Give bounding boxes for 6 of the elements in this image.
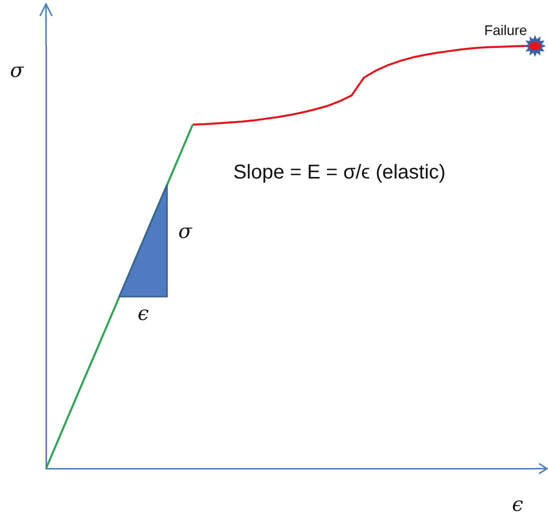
- y-axis-title: σ: [10, 58, 24, 82]
- annotation: σ: [178, 218, 192, 243]
- annotation: Slope = E = σ/ϵ (elastic): [233, 161, 446, 184]
- text: Failure: [484, 22, 527, 38]
- x-axis-title: ϵ: [512, 492, 524, 516]
- annotation: ϵ: [138, 300, 149, 325]
